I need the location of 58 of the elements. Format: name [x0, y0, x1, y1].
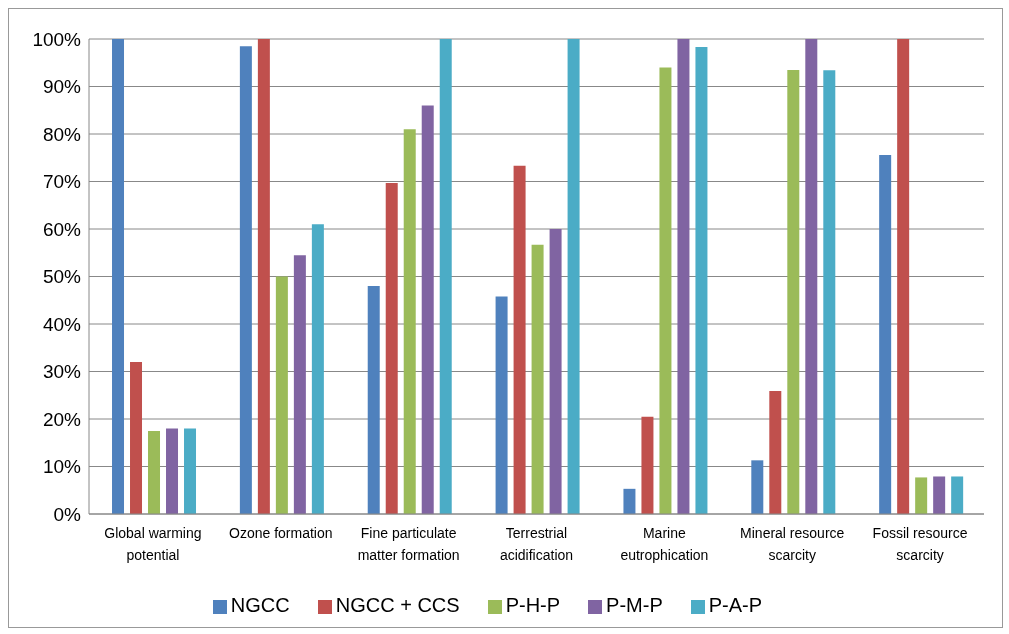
y-tick-label: 10%	[42, 456, 82, 478]
bar	[148, 430, 161, 514]
x-tick-label: Marine eutrophication	[620, 525, 709, 563]
bar	[915, 477, 928, 514]
bar	[549, 229, 562, 514]
x-tick-label: Terrestrial acidification	[499, 525, 574, 563]
bar	[951, 476, 964, 514]
x-tick-label: Ozone formation	[229, 525, 333, 541]
y-tick-label: 100%	[32, 28, 82, 50]
bar	[403, 129, 416, 514]
bar	[439, 39, 452, 514]
y-tick-label: 80%	[42, 123, 82, 145]
x-tick-label: Global warming potential	[104, 525, 202, 563]
x-tick-label: Fine particulate matter formation	[357, 525, 460, 563]
y-tick-label: 90%	[42, 76, 82, 98]
legend-label: P-M-P	[606, 594, 663, 616]
bar	[367, 286, 380, 514]
y-tick-label: 0%	[53, 503, 82, 525]
bar	[695, 47, 708, 514]
bar	[787, 69, 800, 514]
bar	[293, 255, 306, 514]
bar	[257, 39, 270, 514]
y-tick-label: 70%	[42, 171, 82, 193]
x-tick-label: Mineral resource scarcity	[740, 525, 845, 563]
y-tick-label: 50%	[42, 266, 82, 288]
bar	[166, 428, 179, 514]
bar	[567, 39, 580, 514]
legend-label: NGCC	[230, 594, 290, 616]
bar	[239, 46, 252, 514]
legend-label: P-A-P	[708, 594, 763, 616]
x-tick-label: Fossil resource scarcity	[872, 525, 968, 563]
bar	[311, 224, 324, 514]
bar	[897, 39, 910, 514]
bar	[677, 39, 690, 514]
y-tick-label: 40%	[42, 313, 82, 335]
bar	[531, 244, 544, 514]
bar	[751, 460, 764, 514]
bar	[130, 362, 143, 514]
bar	[659, 67, 672, 514]
legend-label: NGCC + CCS	[335, 594, 460, 616]
y-tick-label: 20%	[42, 408, 82, 430]
bar	[641, 416, 654, 514]
y-tick-label: 30%	[42, 361, 82, 383]
bar	[805, 39, 818, 514]
bar	[421, 105, 434, 514]
bar	[275, 276, 288, 514]
legend-label: P-H-P	[505, 594, 561, 616]
bar	[823, 70, 836, 514]
bar	[623, 488, 636, 514]
bar	[184, 428, 197, 514]
y-tick-label: 60%	[42, 218, 82, 240]
bar	[495, 296, 508, 514]
bar	[769, 390, 782, 514]
bar	[933, 476, 946, 514]
bar	[513, 165, 526, 514]
bar	[879, 154, 892, 514]
bar	[385, 182, 398, 514]
bar	[112, 39, 125, 514]
